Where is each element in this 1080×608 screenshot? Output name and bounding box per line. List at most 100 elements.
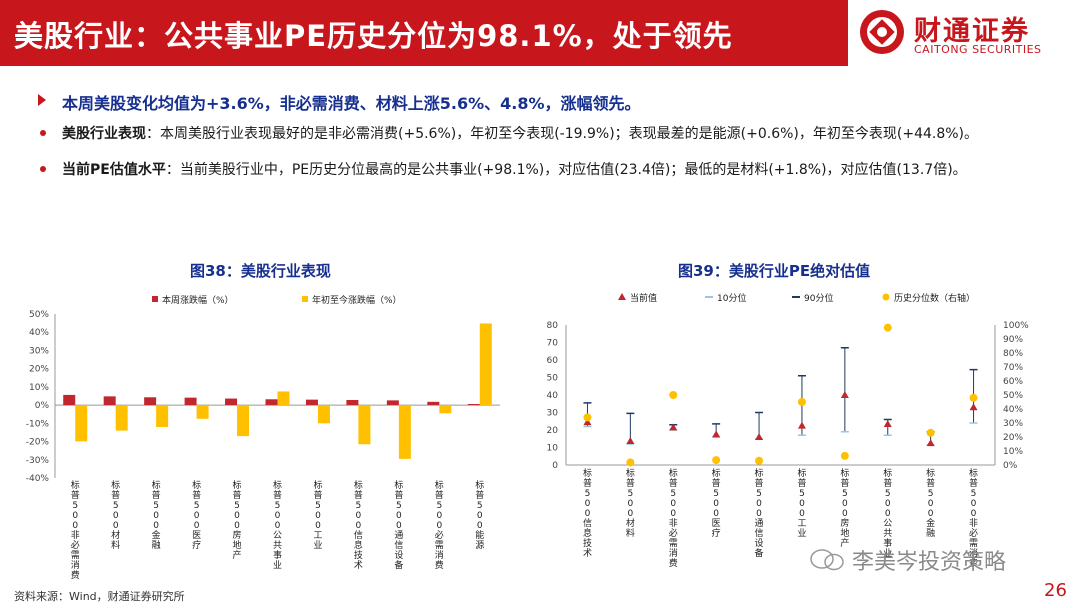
x-tick-label: 标普 5 0 0 信息技术 bbox=[354, 479, 363, 571]
chart39-pe-chart: 当前值 10分位 90分位 历史分位数（右轴） 80 70 60 50 40 30 20 10 0 100… bbox=[547, 292, 1030, 569]
bullet-label: 当前PE估值水平 bbox=[62, 162, 166, 178]
y-tick-label: 20% bbox=[29, 365, 49, 375]
y-tick-label: 50% bbox=[29, 310, 49, 320]
summary-headline: 本周美股变化均值为+3.6%，非必需消费、材料上涨5.6%、4.8%，涨幅领先。 bbox=[62, 94, 641, 113]
arrow-bullet-icon bbox=[38, 94, 46, 106]
y-tick-label: 30% bbox=[29, 346, 49, 356]
current-value-marker bbox=[583, 418, 592, 426]
x-tick-label: 标普 5 0 0 金融 bbox=[152, 479, 161, 551]
logo-text-en: CAITONG SECURITIES bbox=[914, 43, 1042, 56]
percentile-marker bbox=[969, 393, 978, 402]
y-left-tick-label: 40 bbox=[547, 391, 559, 401]
y-tick-label: -30% bbox=[26, 456, 50, 466]
bar-ytd bbox=[75, 405, 88, 442]
y-tick-label: -40% bbox=[26, 474, 50, 484]
percentile-marker bbox=[797, 398, 806, 406]
y-right-tick-label: 0% bbox=[1003, 461, 1018, 471]
percentile-marker bbox=[669, 391, 678, 399]
company-logo: 财通证券 CAITONG SECURITIES bbox=[848, 0, 1080, 66]
y-left-tick-label: 80 bbox=[547, 321, 559, 331]
bullet-text: ：本周美股行业表现最好的是非必需消费(+5.6%)，年初至今表现(-19.9%)… bbox=[146, 126, 979, 142]
bar-ytd bbox=[196, 405, 209, 419]
bar-weekly bbox=[305, 399, 318, 406]
bullet-industry-performance: 美股行业表现：本周美股行业表现最好的是非必需消费(+5.6%)，年初至今表现(-… bbox=[62, 123, 978, 143]
y-right-tick-label: 20% bbox=[1003, 433, 1023, 443]
bar-weekly bbox=[467, 404, 480, 406]
x-tick-label: 标普 5 0 0 医疗 bbox=[192, 479, 201, 551]
y-right-tick-label: 30% bbox=[1003, 419, 1023, 429]
y-right-tick-label: 40% bbox=[1003, 405, 1023, 415]
y-left-tick-label: 30 bbox=[547, 409, 559, 419]
bar-weekly bbox=[184, 397, 197, 406]
current-value-marker bbox=[797, 421, 806, 429]
percentile-marker bbox=[583, 413, 592, 422]
bullet-text: ：当前美股行业中，PE历史分位最高的是公共事业(+98.1%)，对应估值(23.… bbox=[165, 162, 967, 178]
source-note: 资料来源：Wind，财通证券研究所 bbox=[14, 590, 185, 603]
y-right-tick-label: 50% bbox=[1003, 391, 1023, 401]
bar-ytd bbox=[277, 391, 290, 406]
bar-weekly bbox=[265, 399, 278, 406]
x-tick-label: 标普 5 0 0 材料 bbox=[626, 467, 635, 539]
bar-ytd bbox=[156, 405, 169, 427]
x-tick-label: 标普 5 0 0 金融 bbox=[926, 467, 935, 539]
y-left-tick-label: 20 bbox=[547, 426, 559, 436]
bullet-pe-valuation: 当前PE估值水平：当前美股行业中，PE历史分位最高的是公共事业(+98.1%)，… bbox=[62, 159, 967, 179]
x-tick-label: 标普 5 0 0 必需消费 bbox=[435, 479, 444, 571]
legend-marker bbox=[618, 293, 626, 300]
logo-text-cn: 财通证券 bbox=[914, 16, 1030, 47]
y-right-tick-label: 70% bbox=[1003, 363, 1023, 373]
current-value-marker bbox=[883, 420, 892, 428]
x-tick-label: 标普 5 0 0 非必需消费 bbox=[669, 467, 678, 569]
percentile-marker bbox=[883, 323, 892, 332]
y-tick-label: 0% bbox=[35, 401, 50, 411]
x-tick-label: 标普 5 0 0 公共事业 bbox=[883, 467, 892, 559]
legend-marker bbox=[882, 293, 890, 301]
legend-label: 10分位 bbox=[717, 292, 746, 304]
bar-weekly bbox=[346, 400, 359, 406]
legend-swatch bbox=[152, 296, 158, 302]
current-value-marker bbox=[840, 391, 849, 398]
x-tick-label: 标普 5 0 0 非必需消费 bbox=[969, 467, 978, 569]
x-tick-label: 标普 5 0 0 材料 bbox=[111, 479, 120, 551]
x-tick-label: 标普 5 0 0 工业 bbox=[797, 467, 806, 539]
bullet-label: 美股行业表现 bbox=[62, 126, 146, 142]
bar-weekly bbox=[427, 401, 440, 406]
current-value-marker bbox=[755, 433, 764, 440]
bar-weekly bbox=[386, 400, 399, 406]
watermark-text: 李美岑投资策略 bbox=[852, 550, 1007, 575]
x-tick-label: 标普 5 0 0 工业 bbox=[313, 479, 322, 551]
page-number: 26 bbox=[1044, 580, 1067, 601]
percentile-marker bbox=[712, 456, 721, 465]
legend-label: 当前值 bbox=[630, 292, 657, 304]
legend-swatch bbox=[302, 296, 308, 302]
chart38-title: 图38：美股行业表现 bbox=[190, 262, 331, 280]
y-right-tick-label: 100% bbox=[1003, 321, 1029, 331]
chart39-title: 图39：美股行业PE绝对估值 bbox=[678, 262, 871, 280]
bar-ytd bbox=[358, 405, 371, 445]
bar-weekly bbox=[225, 398, 238, 406]
wechat-icon bbox=[810, 549, 844, 571]
y-left-tick-label: 0 bbox=[552, 461, 558, 471]
bullet-dot-icon bbox=[40, 130, 46, 136]
percentile-marker bbox=[755, 456, 764, 465]
x-tick-label: 标普 5 0 0 公共事业 bbox=[273, 479, 282, 571]
current-value-marker bbox=[712, 430, 721, 438]
percentile-marker bbox=[626, 458, 635, 467]
x-tick-label: 标普 5 0 0 房地产 bbox=[233, 479, 242, 561]
current-value-marker bbox=[926, 439, 935, 447]
current-value-marker bbox=[969, 403, 978, 411]
x-tick-label: 标普 5 0 0 通信设备 bbox=[394, 479, 403, 571]
bar-weekly bbox=[63, 394, 76, 406]
x-tick-label: 标普 5 0 0 通信设备 bbox=[755, 467, 764, 559]
y-tick-label: 40% bbox=[29, 328, 49, 338]
bar-ytd bbox=[479, 323, 492, 406]
x-tick-label: 标普 5 0 0 医疗 bbox=[712, 467, 721, 539]
legend-label: 历史分位数（右轴） bbox=[894, 292, 975, 304]
percentile-marker bbox=[840, 451, 849, 460]
bar-ytd bbox=[237, 405, 250, 437]
caitong-logo-icon bbox=[860, 10, 904, 54]
y-left-tick-label: 10 bbox=[547, 444, 559, 454]
legend-label: 90分位 bbox=[804, 292, 833, 304]
y-tick-label: 10% bbox=[29, 383, 49, 393]
bar-ytd bbox=[398, 405, 411, 459]
